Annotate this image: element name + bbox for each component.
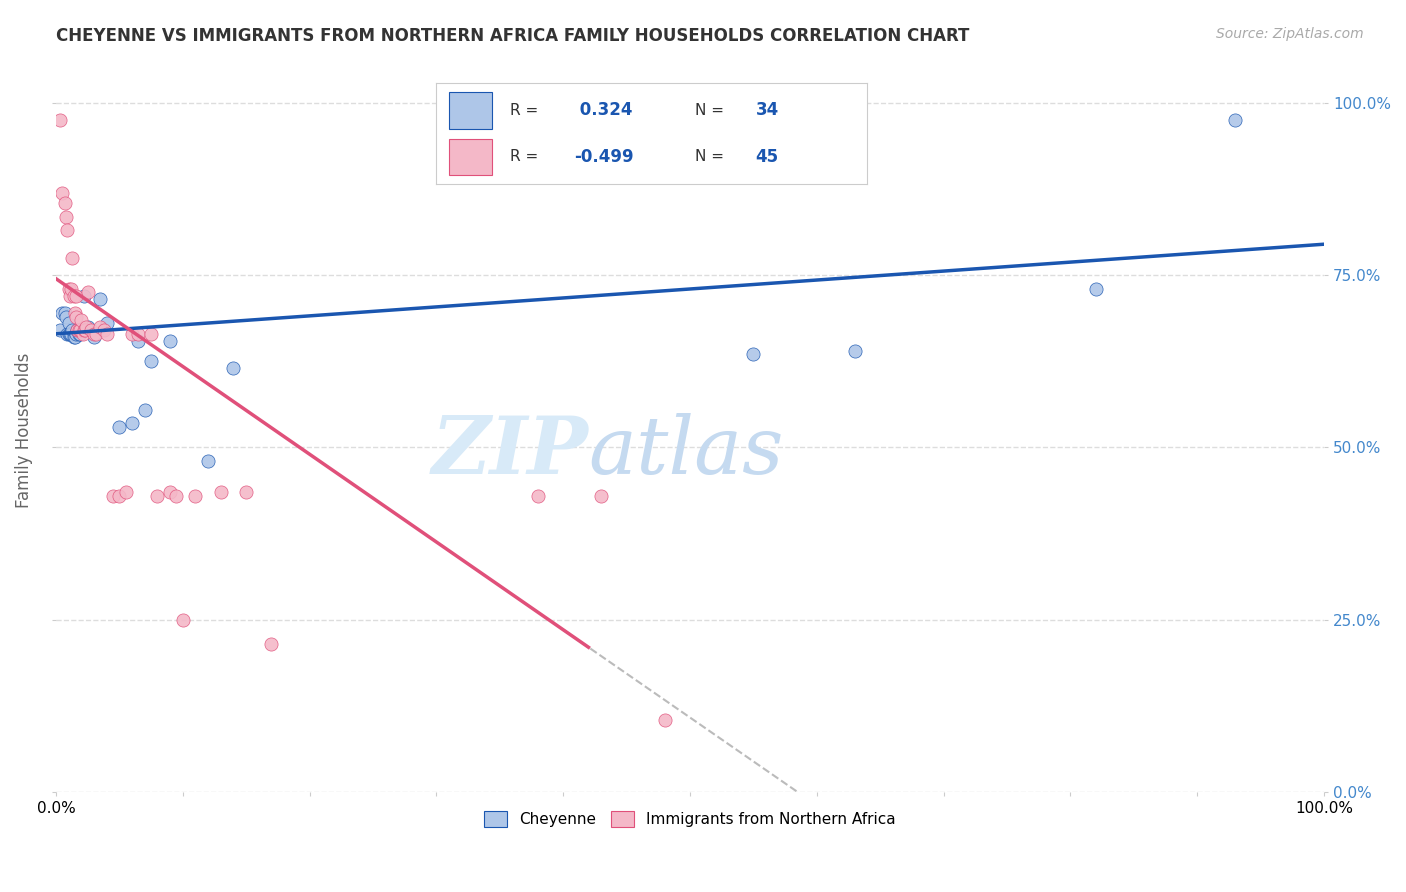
Point xyxy=(121,326,143,341)
Point xyxy=(172,613,194,627)
Point xyxy=(89,293,111,307)
Point xyxy=(58,326,80,341)
Point xyxy=(80,323,103,337)
Point xyxy=(55,310,77,324)
Point xyxy=(108,419,131,434)
Point xyxy=(67,326,90,341)
Legend: Cheyenne, Immigrants from Northern Africa: Cheyenne, Immigrants from Northern Afric… xyxy=(477,804,904,835)
Point xyxy=(134,402,156,417)
Point xyxy=(72,326,94,341)
Point xyxy=(69,326,91,341)
Point xyxy=(65,289,87,303)
Point xyxy=(59,289,82,303)
Point xyxy=(165,489,187,503)
Text: atlas: atlas xyxy=(589,413,785,491)
Point xyxy=(222,361,245,376)
Point xyxy=(60,251,83,265)
Point xyxy=(139,354,162,368)
Point xyxy=(58,282,80,296)
Point xyxy=(56,223,79,237)
Point xyxy=(75,323,97,337)
Point xyxy=(139,326,162,341)
Point xyxy=(73,289,96,303)
Point xyxy=(1084,282,1107,296)
Point xyxy=(127,334,149,348)
Point xyxy=(55,210,77,224)
Point xyxy=(62,289,84,303)
Point xyxy=(65,310,87,324)
Point xyxy=(159,485,181,500)
Point xyxy=(56,326,79,341)
Point xyxy=(197,454,219,468)
Point xyxy=(146,489,169,503)
Point xyxy=(66,323,89,337)
Point xyxy=(75,319,97,334)
Point xyxy=(844,344,866,359)
Point xyxy=(260,637,283,651)
Point xyxy=(51,186,73,200)
Point xyxy=(73,323,96,337)
Point xyxy=(63,306,86,320)
Text: Source: ZipAtlas.com: Source: ZipAtlas.com xyxy=(1216,27,1364,41)
Point xyxy=(184,489,207,503)
Point xyxy=(654,713,676,727)
Point xyxy=(76,285,98,300)
Point xyxy=(76,319,98,334)
Y-axis label: Family Households: Family Households xyxy=(15,352,32,508)
Point xyxy=(526,489,548,503)
Point xyxy=(159,334,181,348)
Point xyxy=(93,323,115,337)
Point xyxy=(101,489,124,503)
Point xyxy=(67,323,90,337)
Point xyxy=(62,330,84,344)
Point xyxy=(63,330,86,344)
Point xyxy=(1225,113,1247,128)
Point xyxy=(69,323,91,337)
Point xyxy=(83,326,105,341)
Text: ZIP: ZIP xyxy=(432,413,589,491)
Point xyxy=(209,485,232,500)
Point xyxy=(53,195,76,210)
Point xyxy=(121,417,143,431)
Point xyxy=(66,323,89,337)
Point xyxy=(742,347,765,361)
Point xyxy=(114,485,136,500)
Point xyxy=(96,326,118,341)
Point xyxy=(591,489,613,503)
Point xyxy=(53,306,76,320)
Point xyxy=(70,323,93,337)
Point xyxy=(89,319,111,334)
Point xyxy=(83,330,105,344)
Point xyxy=(127,326,149,341)
Point xyxy=(60,282,83,296)
Point xyxy=(58,317,80,331)
Text: CHEYENNE VS IMMIGRANTS FROM NORTHERN AFRICA FAMILY HOUSEHOLDS CORRELATION CHART: CHEYENNE VS IMMIGRANTS FROM NORTHERN AFR… xyxy=(56,27,970,45)
Point xyxy=(48,113,70,128)
Point xyxy=(235,485,257,500)
Point xyxy=(60,326,83,341)
Point xyxy=(51,306,73,320)
Point xyxy=(65,326,87,341)
Point xyxy=(108,489,131,503)
Point xyxy=(70,313,93,327)
Point xyxy=(60,323,83,337)
Point xyxy=(48,323,70,337)
Point xyxy=(59,326,82,341)
Point xyxy=(86,326,108,341)
Point xyxy=(96,317,118,331)
